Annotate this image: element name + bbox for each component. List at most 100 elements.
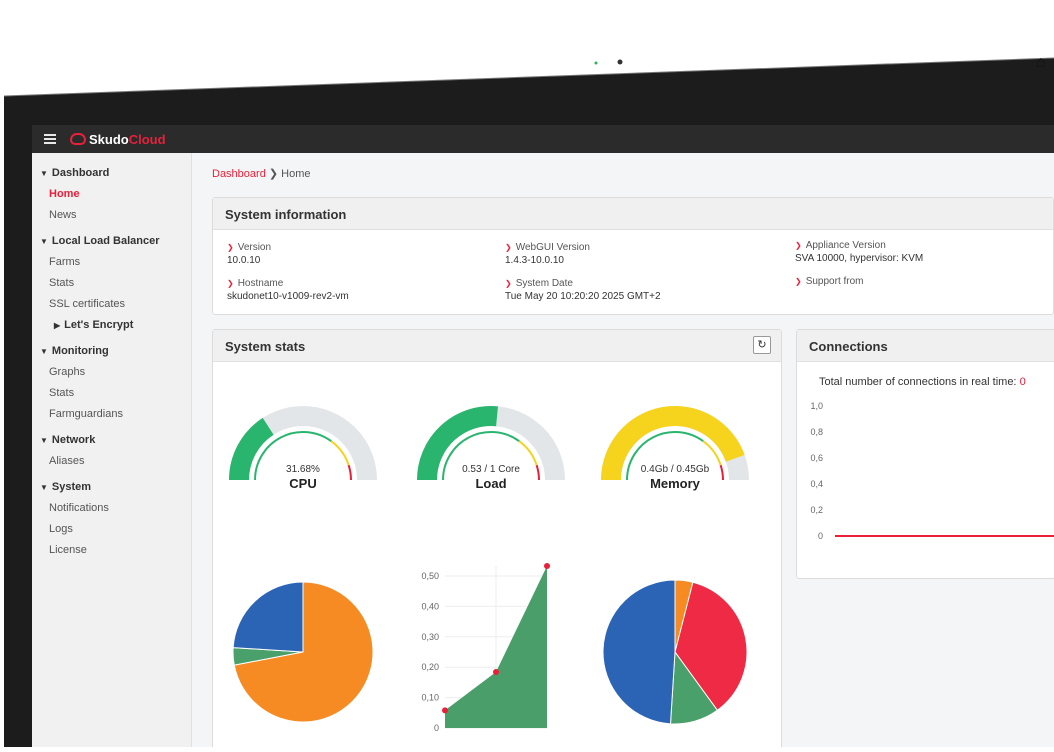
sidebar-item-lets-encrypt[interactable]: ▶ Let's Encrypt: [32, 310, 191, 331]
home-icon[interactable]: ⌂: [1036, 54, 1046, 71]
sidebar-section-system[interactable]: ▼ System: [32, 481, 191, 493]
sidebar-section-label: Network: [51, 434, 96, 446]
load-area: [445, 566, 547, 728]
gauge-scale-red: [347, 464, 352, 481]
connections-tick-label: 0,6: [810, 453, 823, 463]
cpu-pie-slice: [232, 581, 304, 653]
system-date-label: System Date: [505, 278, 661, 289]
caret-down-icon: ▼: [40, 169, 48, 178]
webgui-version-value: 1.4.3-10.0.10: [505, 255, 564, 266]
connections-tick-label: 0,8: [810, 427, 823, 437]
sidebar-item-farms[interactable]: Farms: [49, 256, 81, 268]
refresh-button[interactable]: ↻: [753, 336, 771, 354]
system-information-card: System information Version 10.0.10 Hostn…: [212, 197, 1054, 315]
sidebar-item-news[interactable]: News: [49, 209, 77, 221]
sidebar-item-aliases[interactable]: Aliases: [49, 455, 85, 467]
sidebar-item-license[interactable]: License: [49, 544, 87, 556]
connections-label: Total number of connections in real time…: [819, 376, 1017, 388]
sidebar-item-graphs[interactable]: Graphs: [49, 366, 86, 378]
app-screen: Skudo Cloud ▼ Dashboard Home News ▼ Local L…: [32, 125, 1054, 747]
load-point: [493, 669, 499, 676]
sidebar-section-label: Local Load Balancer: [51, 235, 160, 247]
sidebar: ▼ Dashboard Home News ▼ Local Load Balance…: [32, 153, 192, 747]
sidebar-item-monitoring-stats[interactable]: Stats: [49, 387, 75, 399]
load-tick-label: 0: [434, 723, 439, 733]
cpu-pie-slice: [233, 581, 374, 723]
support-info: Support from: [795, 276, 864, 287]
chevron-right-icon: ❯: [268, 168, 282, 180]
sidebar-item-logs[interactable]: Logs: [49, 523, 73, 535]
gauge-scale-green: [442, 431, 520, 481]
load-tick-label: 0,20: [421, 662, 439, 672]
connections-summary: Total number of connections in real time…: [819, 376, 1026, 388]
system-stats-title: System stats: [213, 330, 781, 362]
gauge-label: CPU: [289, 476, 316, 491]
connections-tick-label: 0,2: [810, 505, 823, 515]
webgui-version-label: WebGUI Version: [505, 242, 590, 253]
load-tick-label: 0,40: [421, 601, 439, 611]
caret-down-icon: ▼: [40, 237, 48, 246]
camera-led-icon: [594, 61, 598, 65]
sidebar-item-home[interactable]: Home: [49, 188, 80, 200]
gauge-fill: [601, 406, 745, 481]
sidebar-section-network[interactable]: ▼ Network: [32, 434, 191, 446]
load-tick-label: 0,10: [421, 693, 439, 703]
hostname-label: Hostname: [227, 278, 349, 289]
gauge-label: Load: [475, 476, 506, 491]
load-point: [544, 563, 550, 569]
logo-text-primary: Skudo: [89, 131, 129, 147]
main-content: Dashboard ❯ Home System information Vers…: [192, 153, 1054, 747]
sidebar-item-stats[interactable]: Stats: [49, 277, 75, 289]
webgui-version-info: WebGUI Version 1.4.3-10.0.10: [505, 242, 590, 266]
gauge-scale-green: [626, 431, 704, 481]
connections-chart: 1,0 0,8 0,6 0,4 0,2 0: [810, 401, 1054, 541]
appliance-version-label: Appliance Version: [795, 240, 923, 251]
camera-icon: [617, 59, 623, 65]
version-value: 10.0.10: [227, 255, 261, 266]
gauge-value-text: 31.68%: [286, 464, 320, 475]
connections-card: Connections Total number of connections …: [796, 329, 1054, 579]
connections-tick-label: 0,4: [810, 479, 823, 489]
caret-right-icon: ▶: [54, 321, 61, 330]
sidebar-section-local-load-balancer[interactable]: ▼ Local Load Balancer: [32, 235, 191, 247]
caret-down-icon: ▼: [40, 483, 48, 492]
connections-count: 0: [1019, 376, 1026, 388]
breadcrumb: Dashboard ❯ Home: [212, 167, 311, 180]
gauge-value-text: 0.53 / 1 Core: [462, 464, 520, 475]
connections-tick-label: 0: [818, 531, 823, 541]
breadcrumb-current: Home: [281, 168, 311, 180]
sidebar-item-ssl-certificates[interactable]: SSL certificates: [49, 298, 126, 310]
sidebar-section-label: Dashboard: [51, 167, 110, 179]
version-label: Version: [227, 242, 271, 253]
load-tick-label: 0,30: [421, 632, 439, 642]
support-label: Support from: [795, 276, 864, 287]
gauge-scale-yellow: [330, 440, 350, 466]
version-info: Version 10.0.10: [227, 242, 271, 266]
appliance-version-value: SVA 10000, hypervisor: KVM: [795, 253, 924, 264]
sidebar-item-notifications[interactable]: Notifications: [49, 502, 109, 514]
gauge-scale-red: [535, 464, 540, 481]
breadcrumb-dashboard-link[interactable]: Dashboard: [212, 168, 266, 180]
system-date-info: System Date Tue May 20 10:20:20 2025 GMT…: [505, 278, 661, 302]
caret-down-icon: ▼: [40, 436, 48, 445]
gauge-scale-yellow: [702, 440, 722, 466]
gauge-scale-green: [254, 431, 332, 481]
gauge-value-text: 0.4Gb / 0.45Gb: [641, 464, 710, 475]
cloud-logo-icon: [70, 133, 86, 145]
system-date-value: Tue May 20 10:20:20 2025 GMT+2: [505, 291, 661, 302]
appliance-version-info: Appliance Version SVA 10000, hypervisor:…: [795, 240, 923, 264]
gauge-scale-yellow: [518, 440, 538, 466]
sidebar-section-dashboard[interactable]: ▼ Dashboard: [32, 167, 191, 179]
sidebar-section-monitoring[interactable]: ▼ Monitoring: [32, 345, 191, 357]
memory-pie-slice: [674, 581, 748, 711]
menu-icon[interactable]: [44, 134, 56, 144]
caret-down-icon: ▼: [40, 347, 48, 356]
sidebar-item-farmguardians[interactable]: Farmguardians: [49, 408, 123, 420]
top-navbar: Skudo Cloud: [32, 125, 1054, 153]
app-logo[interactable]: Skudo Cloud: [70, 132, 166, 147]
refresh-icon: ↻: [757, 339, 767, 351]
hostname-value: skudonet10-v1009-rev2-vm: [227, 291, 349, 302]
load-tick-label: 0,50: [421, 571, 439, 581]
gauge-fill: [229, 417, 274, 481]
